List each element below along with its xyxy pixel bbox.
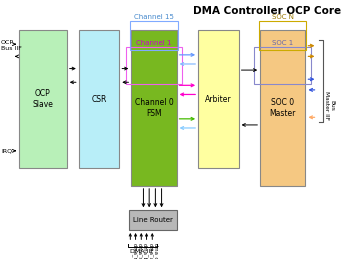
Text: DMA IIF: DMA IIF: [130, 249, 154, 254]
Text: SOC N: SOC N: [272, 15, 294, 20]
Bar: [198, 31, 239, 168]
Text: OCP
Slave: OCP Slave: [33, 89, 53, 109]
Text: Channel 1: Channel 1: [136, 40, 171, 46]
Text: Bus
Master IIF: Bus Master IIF: [324, 91, 335, 120]
Text: OCP
Bus IIF: OCP Bus IIF: [1, 40, 22, 51]
Bar: [131, 31, 176, 186]
Text: dma_done: dma_done: [153, 243, 159, 259]
Bar: [129, 210, 176, 230]
Text: Channel 0
FSM: Channel 0 FSM: [135, 98, 173, 118]
Bar: [126, 47, 182, 84]
Bar: [79, 31, 119, 168]
Bar: [19, 31, 67, 168]
Text: Line Router: Line Router: [133, 217, 173, 223]
Text: dma_single: dma_single: [136, 243, 142, 259]
Text: Channel 15: Channel 15: [134, 15, 174, 20]
Text: SOC 1: SOC 1: [272, 40, 293, 46]
Text: CSR: CSR: [91, 95, 107, 104]
Text: Arbiter: Arbiter: [205, 95, 232, 104]
Text: SOC 0
Master: SOC 0 Master: [270, 98, 296, 118]
Text: DMA Controller OCP Core: DMA Controller OCP Core: [193, 6, 342, 16]
Text: dma_ack: dma_ack: [147, 243, 153, 259]
Bar: [130, 21, 178, 50]
Bar: [260, 31, 305, 186]
Text: IRQ: IRQ: [1, 148, 12, 153]
Bar: [255, 47, 311, 84]
Bar: [259, 21, 306, 50]
Text: dma_req: dma_req: [131, 243, 137, 259]
Text: dma_burst: dma_burst: [142, 243, 148, 259]
